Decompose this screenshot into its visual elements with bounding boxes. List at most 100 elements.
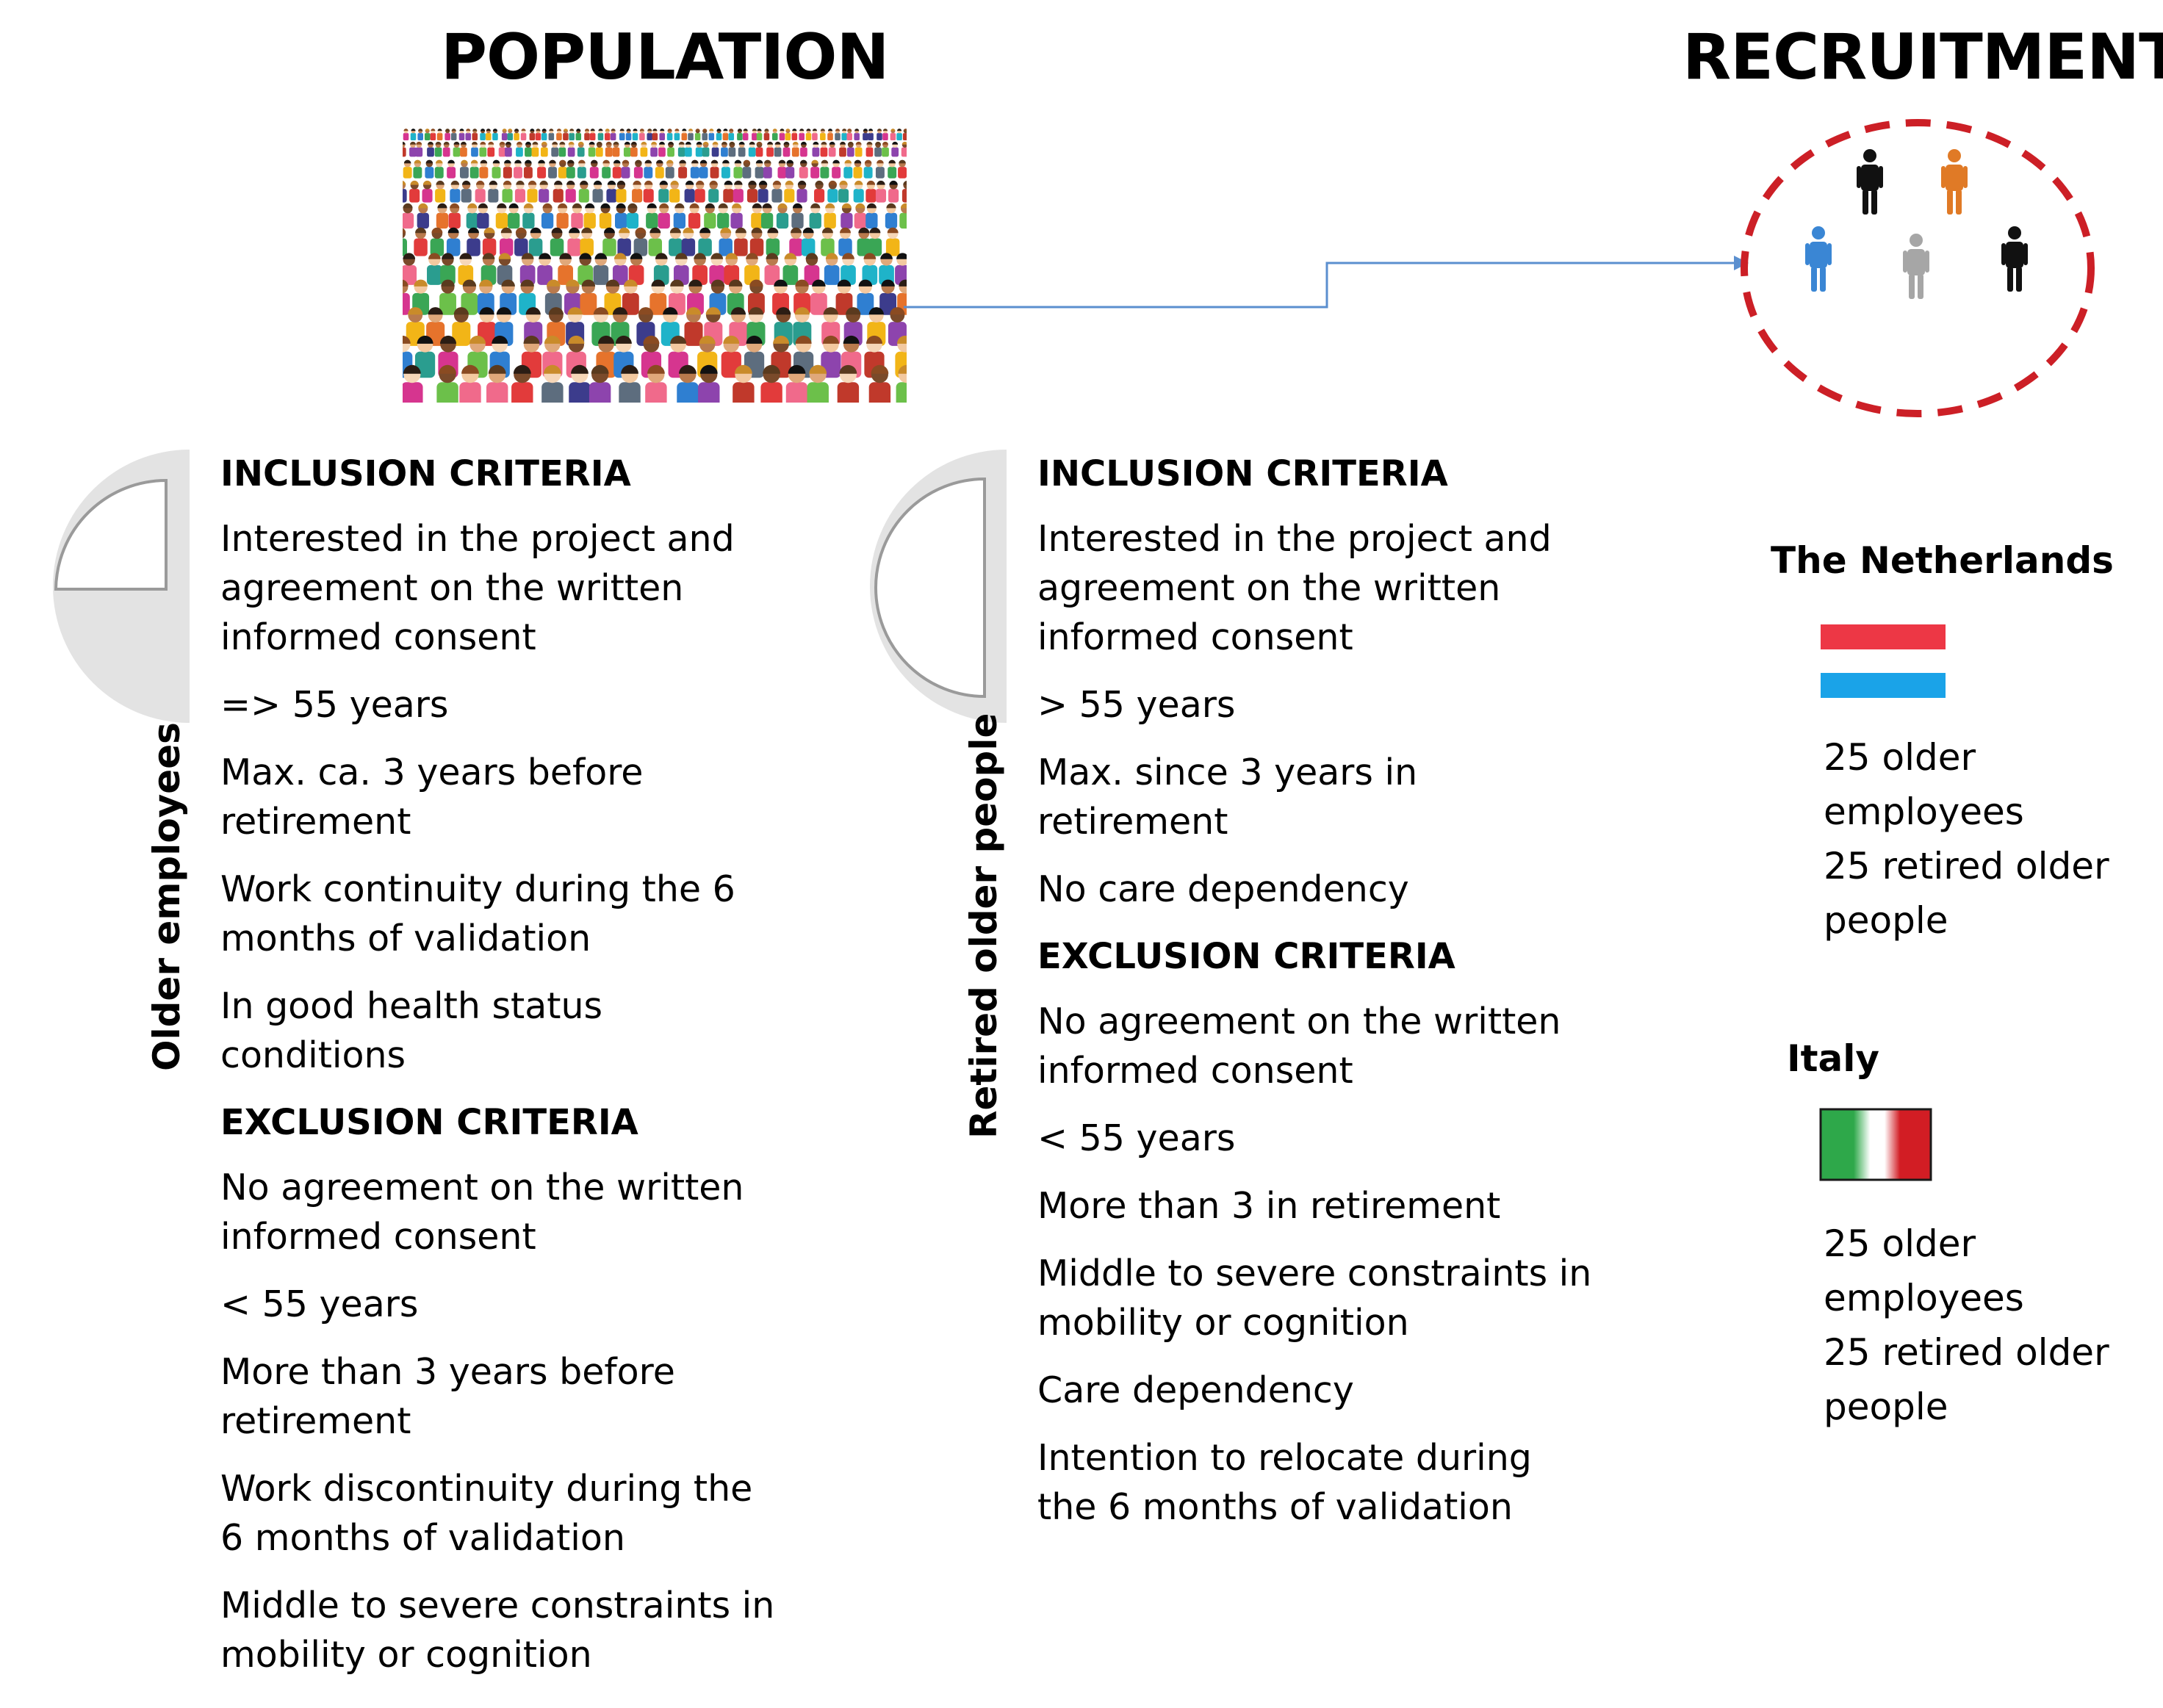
crowd-person <box>401 364 423 411</box>
crowd-person <box>843 159 853 179</box>
retired-inclusion-title: INCLUSION CRITERIA <box>1037 453 1448 494</box>
crowd-person <box>885 227 900 256</box>
crowd-person <box>771 180 782 203</box>
crowd-person <box>782 141 791 157</box>
crowd-person <box>516 141 523 157</box>
crowd-person <box>755 159 764 179</box>
crowd-icon <box>375 118 940 411</box>
crowd-person <box>643 180 654 203</box>
crowd-person <box>567 141 575 157</box>
crowd-person <box>799 159 808 179</box>
older-employees-exclusion-item: Work discontinuity during the 6 months o… <box>220 1468 753 1559</box>
crowd-person <box>721 141 728 157</box>
older-employees-inclusion-item: Max. ca. 3 years before retirement <box>220 752 644 843</box>
crowd-person <box>539 180 550 203</box>
crowd-person <box>430 227 445 256</box>
crowd-person <box>439 279 456 315</box>
person-icon <box>2001 226 2028 292</box>
crowd-person <box>681 227 696 256</box>
person-icon <box>1941 149 1968 215</box>
crowd-person <box>409 180 420 203</box>
crowd-person <box>673 203 685 229</box>
crowd-person <box>796 180 807 203</box>
crowd-person <box>863 129 868 141</box>
crowd-person <box>717 203 730 229</box>
italy-flag-icon <box>1819 1108 1932 1181</box>
crowd-person <box>427 141 434 157</box>
crowd-person <box>565 180 576 203</box>
crowd-person <box>728 141 736 157</box>
crowd-person <box>406 307 425 346</box>
crowd-person <box>537 253 553 285</box>
crowd-person <box>479 159 489 179</box>
crowd-person <box>827 129 833 141</box>
crowd-person <box>702 129 708 141</box>
crowd-person <box>477 203 489 229</box>
crowd-person <box>537 159 547 179</box>
older-employees-exclusion-item: Middle to severe constraints in mobility… <box>220 1585 775 1676</box>
crowd-person <box>458 253 474 285</box>
crowd-person <box>435 180 446 203</box>
crowd-person <box>677 364 699 411</box>
crowd-person <box>853 180 864 203</box>
crowd-person <box>749 227 764 256</box>
crowd-person <box>436 129 443 141</box>
country-netherlands-counts: 25 older employees 25 retired older peop… <box>1824 730 2132 948</box>
crowd-person <box>632 129 638 141</box>
crowd-person <box>810 159 820 179</box>
crowd-person <box>820 141 828 157</box>
crowd-person <box>531 141 539 157</box>
crowd-person <box>807 364 829 411</box>
crowd-person <box>665 159 674 179</box>
crowd-person <box>728 129 735 141</box>
crowd-person <box>667 141 674 157</box>
crowd-person <box>588 141 596 157</box>
crowd-person <box>837 364 860 411</box>
crowd-person <box>868 227 882 256</box>
crowd-person <box>633 227 648 256</box>
crowd-person <box>507 129 514 141</box>
crowd-person <box>447 159 456 179</box>
crowd-person <box>492 159 501 179</box>
crowd-person <box>760 203 774 229</box>
crowd-person <box>580 227 594 256</box>
crowd-person <box>791 129 798 141</box>
crowd-person <box>558 253 573 285</box>
older-employees-inclusion-item: Interested in the project and agreement … <box>220 518 735 658</box>
crowd-person <box>684 307 703 346</box>
crowd-person <box>520 129 527 141</box>
crowd-person <box>636 307 655 346</box>
crowd-person <box>882 129 888 141</box>
crowd-person <box>475 180 486 203</box>
crowd-person <box>737 129 743 141</box>
crowd-person <box>835 129 841 141</box>
crowd-person <box>766 141 774 157</box>
crowd-person <box>446 227 461 256</box>
crowd-person <box>500 279 517 315</box>
country-netherlands-name: The Netherlands <box>1771 539 2114 582</box>
crowd-person <box>488 180 499 203</box>
crowd-person <box>659 129 666 141</box>
crowd-person <box>556 129 562 141</box>
crowd-person <box>550 227 564 256</box>
crowd-person <box>401 253 417 285</box>
crowd-person <box>891 141 899 157</box>
crowd-person <box>424 129 431 141</box>
crowd-person <box>541 364 564 411</box>
crowd-person <box>652 129 658 141</box>
crowd-person <box>875 180 887 203</box>
older-employees-exclusion-title: EXCLUSION CRITERIA <box>220 1102 638 1143</box>
netherlands-retired: 25 retired older people <box>1824 845 2109 942</box>
crowd-person <box>708 180 719 203</box>
crowd-person <box>615 203 627 229</box>
crowd-person <box>541 129 547 141</box>
crowd-person <box>548 129 555 141</box>
crowd-person <box>805 129 812 141</box>
retired-exclusion-item: No agreement on the written informed con… <box>1037 1001 1561 1092</box>
crowd-person <box>460 141 467 157</box>
crowd-person <box>427 253 442 285</box>
crowd-person <box>846 141 854 157</box>
crowd-person <box>452 307 471 346</box>
crowd-person <box>619 129 625 141</box>
crowd-person <box>633 159 643 179</box>
